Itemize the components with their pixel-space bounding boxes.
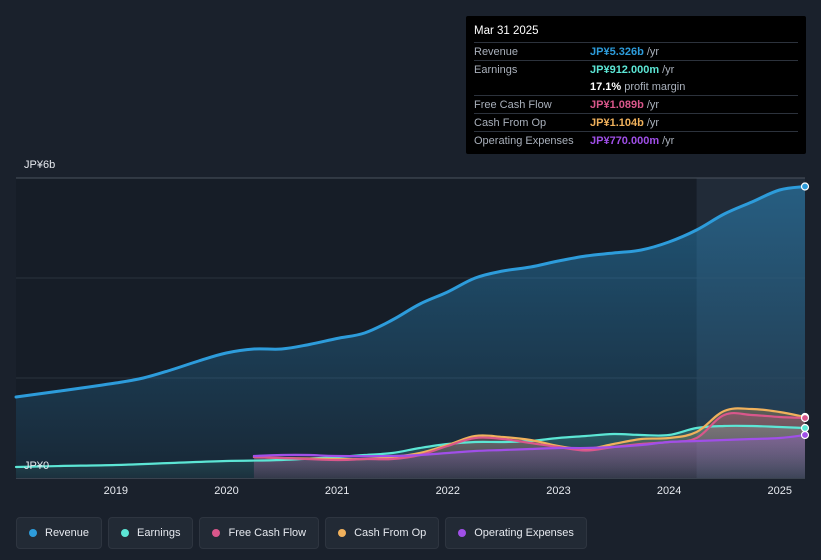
- legend-label: Revenue: [45, 527, 90, 539]
- tooltip-label: Cash From Op: [474, 116, 547, 129]
- end-marker-free-cash-flow: [800, 413, 810, 423]
- tooltip-unit: profit margin: [624, 80, 686, 93]
- x-tick-label: 2021: [324, 485, 350, 497]
- tooltip-unit: /yr: [662, 63, 675, 76]
- end-marker-revenue: [800, 182, 810, 191]
- legend-label: Earnings: [137, 527, 181, 539]
- end-marker-earnings: [800, 423, 810, 433]
- end-marker-layer: [800, 182, 810, 440]
- tooltip-label: Earnings: [474, 63, 518, 76]
- tooltip-row-free-cash-flow: Free Cash Flow JP¥1.089b /yr: [474, 95, 798, 113]
- legend-dot-icon: [338, 529, 347, 537]
- legend-dot-icon: [121, 529, 130, 537]
- tooltip-row-revenue: Revenue JP¥5.326b /yr: [474, 42, 798, 60]
- line-free-cash-flow: [252, 411, 807, 462]
- legend-dot-icon: [212, 529, 221, 537]
- tooltip-unit: /yr: [646, 45, 660, 58]
- line-layer: [14, 185, 807, 469]
- tooltip-row-profit-margin: 17.1% profit margin: [474, 78, 798, 95]
- area-operating-expenses: [253, 435, 806, 478]
- legend-dot-icon: [29, 529, 37, 537]
- legend-item-earnings[interactable]: Earnings: [108, 517, 194, 549]
- area-revenue: [16, 186, 805, 478]
- legend-item-revenue[interactable]: Revenue: [16, 517, 103, 549]
- legend-item-cash-from-op[interactable]: Cash From Op: [325, 517, 440, 549]
- tooltip-value-operating-expenses: JP¥770.000m: [590, 134, 660, 147]
- legend-dot-icon: [458, 529, 467, 537]
- tooltip-unit: /yr: [662, 134, 675, 147]
- tooltip-row-earnings: Earnings JP¥912.000m /yr: [474, 60, 798, 78]
- x-tick-label: 2022: [435, 485, 461, 497]
- end-marker-operating-expenses: [800, 430, 810, 440]
- line-revenue: [14, 185, 807, 399]
- tooltip-unit: /yr: [646, 98, 660, 111]
- legend-label: Free Cash Flow: [228, 527, 307, 539]
- x-tick-label: 2023: [546, 485, 571, 497]
- x-tick-label: 2025: [767, 485, 793, 497]
- line-earnings: [14, 424, 807, 469]
- tooltip-label: Free Cash Flow: [474, 98, 552, 111]
- line-operating-expenses: [252, 433, 807, 458]
- tooltip-value-free-cash-flow: JP¥1.089b: [590, 98, 644, 111]
- tooltip-value-revenue: JP¥5.326b: [590, 45, 644, 58]
- tooltip-date: Mar 31 2025: [474, 25, 539, 37]
- tooltip-row-operating-expenses: Operating Expenses JP¥770.000m /yr: [474, 131, 798, 149]
- legend-label: Cash From Op: [354, 527, 427, 539]
- x-tick-label: 2019: [103, 485, 129, 497]
- tooltip-label: Operating Expenses: [474, 134, 574, 147]
- tooltip-value-cash-from-op: JP¥1.104b: [590, 116, 644, 129]
- legend-item-free-cash-flow[interactable]: Free Cash Flow: [199, 517, 320, 549]
- data-tooltip: Mar 31 2025 Revenue JP¥5.326b /yr Earnin…: [466, 16, 806, 154]
- tooltip-label: Revenue: [474, 45, 519, 58]
- tooltip-value-profit-margin: 17.1%: [590, 80, 622, 93]
- chart-legend: Revenue Earnings Free Cash Flow Cash Fro…: [16, 517, 587, 549]
- x-tick-label: 2020: [214, 485, 239, 497]
- legend-item-operating-expenses[interactable]: Operating Expenses: [445, 517, 587, 549]
- y-tick-label: JP¥6b: [24, 159, 56, 171]
- x-tick-label: 2024: [656, 485, 682, 497]
- tooltip-value-earnings: JP¥912.000m: [590, 63, 660, 76]
- revenue-earnings-chart: [14, 177, 810, 479]
- legend-label: Operating Expenses: [474, 527, 574, 539]
- tooltip-unit: /yr: [646, 116, 660, 129]
- y-tick-label: JP¥0: [24, 460, 50, 472]
- tooltip-row-cash-from-op: Cash From Op JP¥1.104b /yr: [474, 113, 798, 131]
